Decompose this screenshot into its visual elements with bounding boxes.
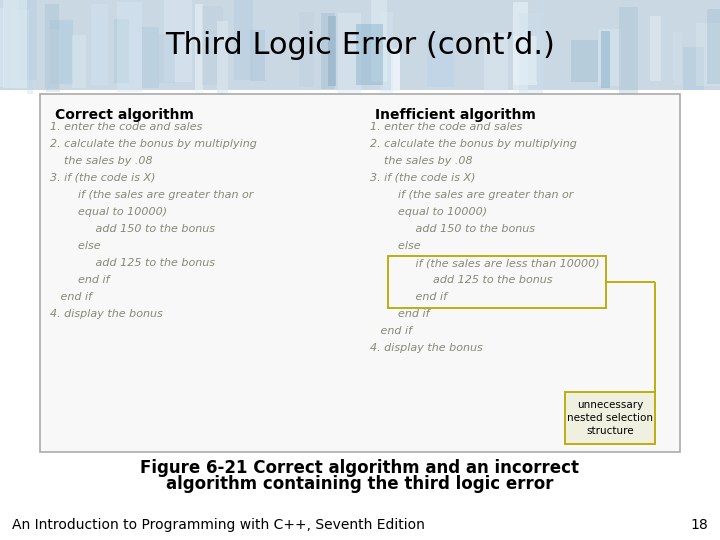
Bar: [194, 4, 203, 94]
Bar: [536, 0, 544, 81]
Text: 2. calculate the bonus by multiplying: 2. calculate the bonus by multiplying: [370, 139, 577, 149]
Bar: [143, 28, 159, 88]
Text: end if: end if: [370, 292, 447, 302]
Text: add 125 to the bonus: add 125 to the bonus: [50, 258, 215, 268]
Text: An Introduction to Programming with C++, Seventh Edition: An Introduction to Programming with C++,…: [12, 518, 425, 532]
Bar: [91, 4, 109, 85]
Text: algorithm containing the third logic error: algorithm containing the third logic err…: [166, 475, 554, 493]
Bar: [338, 14, 361, 93]
Text: add 150 to the bonus: add 150 to the bonus: [370, 224, 535, 234]
Bar: [12, 10, 30, 89]
Text: Figure 6-21 Correct algorithm and an incorrect: Figure 6-21 Correct algorithm and an inc…: [140, 459, 580, 477]
Bar: [601, 31, 610, 88]
Text: unnecessary
nested selection
structure: unnecessary nested selection structure: [567, 400, 653, 436]
Bar: [572, 39, 598, 82]
Text: 1. enter the code and sales: 1. enter the code and sales: [50, 122, 202, 132]
Bar: [356, 24, 382, 85]
Text: Inefficient algorithm: Inefficient algorithm: [375, 108, 536, 122]
Text: else: else: [50, 241, 101, 251]
Bar: [391, 49, 400, 91]
Bar: [27, 34, 33, 94]
Bar: [117, 2, 142, 92]
Bar: [428, 34, 454, 87]
Text: if (the sales are greater than or: if (the sales are greater than or: [370, 190, 573, 200]
Bar: [328, 16, 336, 86]
Text: 18: 18: [690, 518, 708, 532]
FancyBboxPatch shape: [565, 392, 655, 444]
Bar: [19, 0, 37, 80]
Bar: [707, 9, 720, 84]
Bar: [233, 0, 253, 80]
Text: else: else: [370, 241, 420, 251]
Bar: [46, 29, 60, 92]
Bar: [345, 31, 354, 90]
Bar: [371, 0, 387, 82]
Bar: [383, 47, 400, 91]
Text: the sales by .08: the sales by .08: [370, 156, 472, 166]
Text: end if: end if: [50, 275, 109, 285]
Text: end if: end if: [370, 326, 412, 336]
Bar: [50, 20, 73, 84]
Bar: [0, 8, 4, 87]
Bar: [156, 34, 175, 83]
Bar: [598, 29, 621, 86]
Bar: [683, 48, 704, 90]
Text: 3. if (the code is X): 3. if (the code is X): [370, 173, 475, 183]
Bar: [3, 0, 27, 88]
Text: end if: end if: [50, 292, 92, 302]
Text: 1. enter the code and sales: 1. enter the code and sales: [370, 122, 523, 132]
Text: Correct algorithm: Correct algorithm: [55, 108, 194, 122]
Text: equal to 10000): equal to 10000): [370, 207, 487, 217]
Bar: [650, 16, 661, 81]
Bar: [72, 36, 86, 88]
Bar: [618, 6, 638, 94]
Bar: [519, 13, 544, 95]
Text: Third Logic Error (cont’d.): Third Logic Error (cont’d.): [165, 30, 555, 59]
Text: 4. display the bonus: 4. display the bonus: [370, 343, 482, 353]
Bar: [0, 0, 720, 90]
Text: add 125 to the bonus: add 125 to the bonus: [370, 275, 552, 285]
Bar: [696, 23, 720, 86]
Bar: [380, 12, 393, 92]
Bar: [484, 33, 508, 94]
Bar: [217, 21, 228, 93]
Text: add 150 to the bonus: add 150 to the bonus: [50, 224, 215, 234]
Bar: [673, 32, 682, 85]
Text: equal to 10000): equal to 10000): [50, 207, 167, 217]
Bar: [321, 14, 335, 90]
Bar: [513, 36, 537, 85]
Bar: [299, 12, 315, 87]
Bar: [45, 4, 59, 89]
Bar: [251, 30, 264, 81]
Text: if (the sales are less than 10000): if (the sales are less than 10000): [370, 258, 600, 268]
Text: end if: end if: [370, 309, 430, 319]
Text: 4. display the bonus: 4. display the bonus: [50, 309, 163, 319]
Bar: [164, 0, 192, 82]
Text: the sales by .08: the sales by .08: [50, 156, 153, 166]
FancyBboxPatch shape: [40, 94, 680, 452]
Text: 2. calculate the bonus by multiplying: 2. calculate the bonus by multiplying: [50, 139, 257, 149]
Bar: [114, 19, 130, 83]
Bar: [513, 3, 528, 92]
Text: 3. if (the code is X): 3. if (the code is X): [50, 173, 156, 183]
Text: if (the sales are greater than or: if (the sales are greater than or: [50, 190, 253, 200]
Bar: [202, 6, 223, 85]
